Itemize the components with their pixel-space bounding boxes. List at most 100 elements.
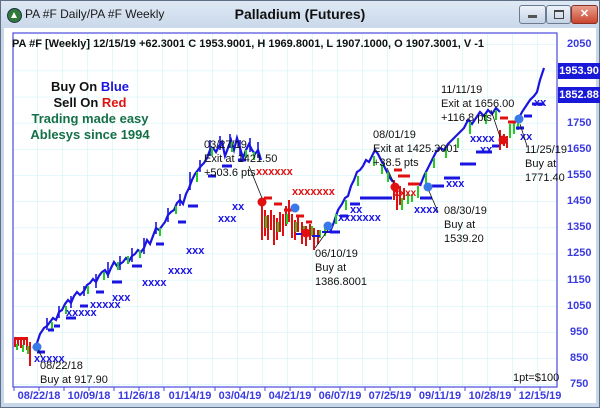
sell-stop-dashes-1 [264, 196, 312, 224]
legend-sell-prefix: Sell On [53, 95, 102, 110]
svg-text:xxxxxxx: xxxxxxx [338, 212, 382, 224]
svg-text:xxxxxxx: xxxxxxx [292, 186, 336, 198]
svg-text:xx: xx [534, 97, 547, 109]
x-axis-label: 12/15/19 [518, 390, 562, 402]
annotation-price: 1771.40 [525, 172, 565, 184]
exit-signal-dot-b [301, 228, 311, 238]
chart-title: Palladium (Futures) [234, 6, 366, 22]
quote-header: PA #F [Weekly] 12/15/19 +62.3001 C 1953.… [12, 38, 485, 50]
svg-text:xxx: xxx [218, 213, 237, 225]
svg-text:xxxx: xxxx [142, 277, 167, 289]
x-axis-label: 10/28/19 [468, 390, 512, 402]
y-axis-label: 950 [570, 326, 589, 338]
annotation-text: Exit at 1656.00 [441, 98, 515, 110]
y-axis-label: 1750 [567, 117, 592, 129]
stop-line-uptrend-1 [37, 158, 246, 354]
x-axis-label: 03/04/19 [218, 390, 262, 402]
stop-x-markers-uptrend-3: xxxx xxx xxxx xx [414, 133, 495, 216]
price-bars-uptrend-3 [418, 106, 501, 187]
y-axis-label: 1550 [567, 169, 592, 181]
annotation-text: Exit at 1425.3001 [373, 143, 459, 155]
x-axis-label: 06/07/19 [318, 390, 362, 402]
annotation-text: Buy at [525, 158, 557, 170]
strategy-legend: Buy On Blue Sell On Red Trading made eas… [20, 79, 160, 143]
svg-text:xxxxxx: xxxxxx [256, 166, 294, 178]
annotation-date: 06/10/19 [315, 248, 358, 260]
svg-text:xx: xx [480, 144, 493, 156]
annotation-date: 08/30/19 [444, 205, 487, 217]
stop-x-markers-uptrend-1: xxxxx xxxxx xxxxx xxx xxxx xxxx xxx xxx … [34, 201, 245, 365]
annotation-text: Buy at [315, 262, 347, 274]
annotation-date: 11/11/19 [441, 84, 483, 96]
up-bars-uptrend-1 [51, 142, 255, 330]
y-axis-label: 750 [570, 378, 589, 390]
y-axis-label: 850 [570, 352, 589, 364]
sell-x-markers-2: xxxx [394, 188, 417, 199]
sell-stop-dashes-3 [500, 116, 516, 124]
svg-text:xxxx: xxxx [394, 188, 417, 199]
exit-signal-dot-080119 [390, 182, 400, 192]
legend-buy-prefix: Buy On [50, 79, 101, 94]
sell-x-markers-1: xxxxxx xxxxxxx [256, 166, 336, 198]
x-axis-label: 04/21/19 [268, 390, 312, 402]
y-axis-label: 1350 [567, 221, 592, 233]
svg-text:xx: xx [350, 204, 363, 216]
annotation-buy-112519: 11/25/19 Buy at 1771.40 [525, 143, 567, 185]
buy-signal-dot-a [290, 203, 300, 213]
x-axis-ticks [13, 387, 541, 391]
sell-stop-start [14, 337, 28, 340]
title-bar[interactable]: PA #F Daily/PA #F Weekly Palladium (Futu… [1, 1, 599, 29]
window-symbols-title: PA #F Daily/PA #F Weekly [25, 7, 165, 21]
y-axis-label: 1650 [567, 143, 592, 155]
annotation-buy-082218: 08/22/18 Buy at 917.90 [40, 359, 108, 387]
price-bars-uptrend-1 [32, 133, 263, 349]
svg-text:xx: xx [520, 131, 533, 143]
svg-text:xxx: xxx [112, 292, 131, 304]
annotation-exit-111119: 11/11/19 Exit at 1656.00 +116.8 pts [441, 83, 514, 125]
buy-signal-dot-061019 [323, 221, 333, 231]
price-bars-uptrend-4 [517, 67, 546, 121]
svg-text:xxxxx: xxxxx [90, 299, 121, 311]
svg-text:xxxxx: xxxxx [66, 307, 97, 319]
svg-text:xxx: xxx [186, 245, 205, 257]
annotation-text: Buy at [444, 219, 476, 231]
svg-text:xxxx: xxxx [414, 204, 439, 216]
y-axis-label: 2050 [567, 38, 592, 50]
buy-signal-dot-112519 [514, 114, 524, 124]
y-axis-label: 1050 [567, 300, 592, 312]
annotation-exit-080119: 08/01/19 Exit at 1425.3001 +38.5 pts [373, 128, 459, 170]
annotation-date: 08/01/19 [373, 129, 416, 141]
svg-text:xxx: xxx [446, 178, 465, 190]
y-axis-label: 1250 [567, 247, 592, 259]
x-axis-label: 07/25/19 [368, 390, 412, 402]
legend-sell-color: Red [101, 95, 127, 110]
last-price-box: 1953.90 [558, 63, 600, 79]
annotation-text: Buy at 917.90 [40, 374, 108, 386]
x-axis-label: 10/09/18 [67, 390, 111, 402]
y-axis-label: 1150 [567, 274, 591, 286]
x-axis-label: 08/22/18 [17, 390, 61, 402]
exit-signal-dot-032719 [257, 197, 267, 207]
y-axis-label: 1450 [567, 195, 592, 207]
annotation-date: 08/22/18 [40, 360, 83, 372]
annotation-date: 03/27/19 [204, 139, 247, 151]
annotation-buy-083019: 08/30/19 Buy at 1539.20 [444, 204, 487, 246]
close-button[interactable]: ✕ [571, 5, 598, 24]
stop-x-markers-uptrend-2: xxxxxxx xx [338, 204, 382, 224]
annotation-buy-061019: 06/10/19 Buy at 1386.8001 [315, 247, 367, 289]
annotation-leader-lines [37, 109, 528, 358]
buy-signal-dot-083019 [423, 182, 433, 192]
annotation-pts: +116.8 pts [441, 112, 492, 124]
annotation-date: 11/25/19 [525, 144, 568, 156]
up-bars-uptrend-3 [425, 110, 497, 184]
up-bars-start [16, 344, 29, 354]
annotation-text: Exit at 1421.50 [204, 153, 278, 165]
maximize-button[interactable] [546, 5, 571, 24]
price-bar-ticks-uptrend-1 [46, 134, 259, 330]
minimize-button[interactable] [519, 5, 546, 24]
x-axis-label: 11/26/18 [117, 390, 161, 402]
up-bars-uptrend-2 [335, 156, 389, 224]
up-bars-sell-2 [401, 186, 419, 210]
annotation-pts: +503.6 pts [204, 167, 256, 179]
